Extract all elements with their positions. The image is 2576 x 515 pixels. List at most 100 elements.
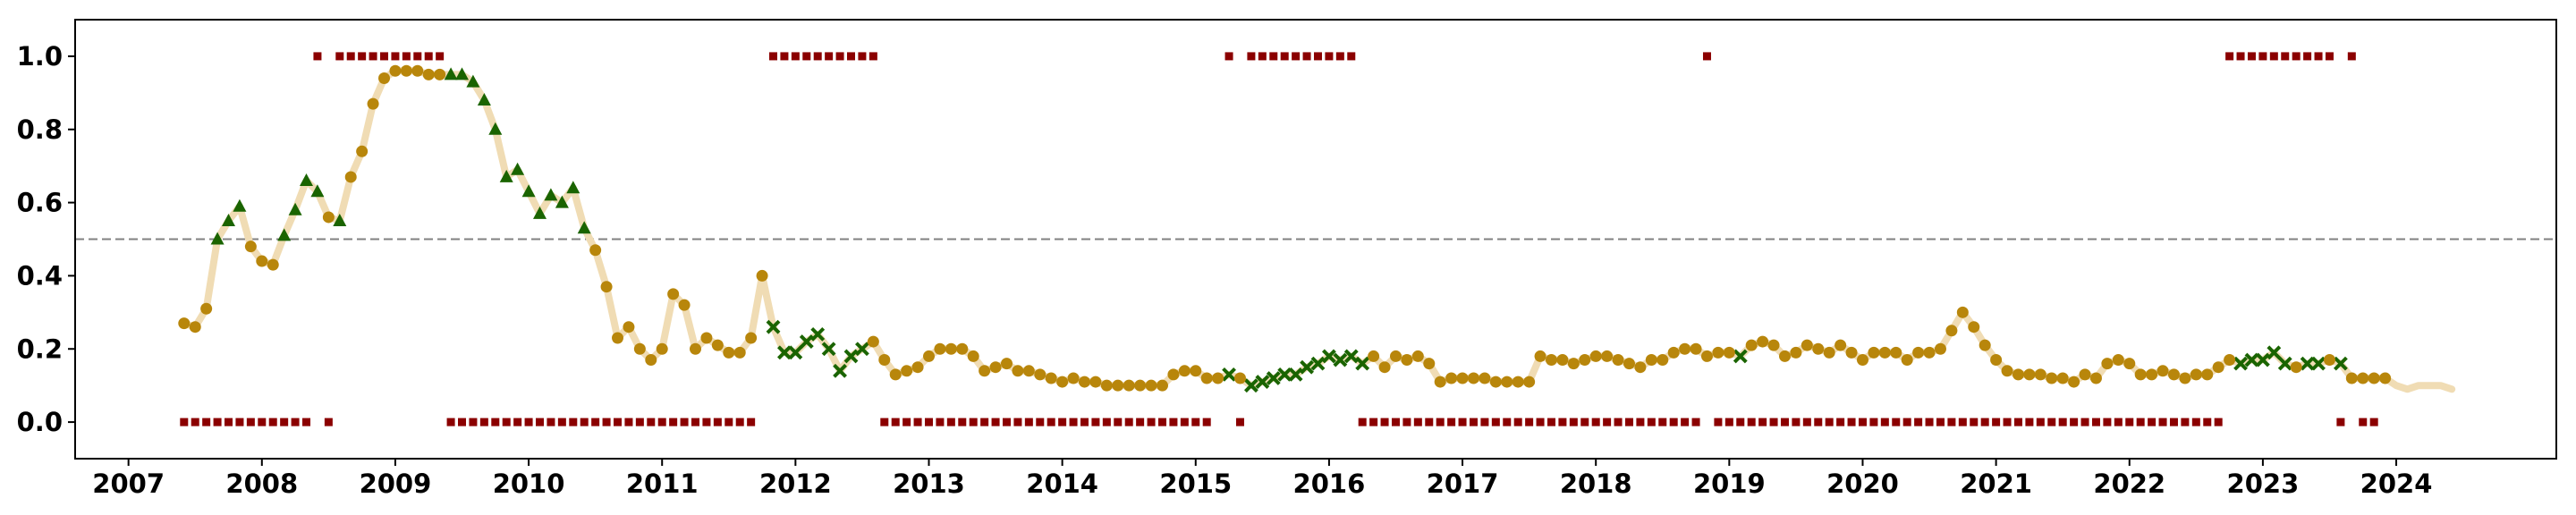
circle-point <box>344 171 357 183</box>
circle-point <box>2001 365 2013 377</box>
regime-square <box>1769 418 1778 426</box>
regime-square <box>1702 52 1711 61</box>
regime-square <box>1736 418 1745 426</box>
regime-square <box>1525 418 1534 426</box>
regime-square <box>602 418 611 426</box>
triangle-point <box>333 214 347 226</box>
regime-square <box>1892 418 1901 426</box>
triangle-point <box>566 181 580 194</box>
cross-point <box>2233 356 2248 371</box>
regime-square <box>1546 418 1555 426</box>
circle-point <box>2034 368 2046 381</box>
circle-point <box>633 342 646 355</box>
regime-square <box>2281 52 2290 61</box>
triangle-point <box>533 206 547 219</box>
circle-point <box>1912 346 1925 359</box>
circle-point <box>1667 346 1680 359</box>
regime-square <box>202 418 211 426</box>
regime-square <box>1992 418 2001 426</box>
regime-square <box>924 418 933 426</box>
circle-point <box>1190 365 1202 377</box>
regime-square <box>2314 52 2323 61</box>
regime-square <box>791 52 800 61</box>
x-tick-label: 2009 <box>360 469 432 499</box>
circle-point <box>256 255 268 267</box>
regime-square <box>1569 418 1578 426</box>
regime-square <box>2181 418 2190 426</box>
regime-square <box>369 52 377 61</box>
regime-square <box>1624 418 1633 426</box>
triangle-point <box>511 162 525 175</box>
y-tick-label: 0.0 <box>17 407 63 437</box>
circle-point <box>1512 376 1524 388</box>
regime-square <box>1958 418 1967 426</box>
triangle-point <box>233 198 247 212</box>
circle-point <box>2068 376 2080 388</box>
regime-square <box>735 418 744 426</box>
regime-square <box>891 418 900 426</box>
circle-point <box>1700 350 1713 362</box>
circle-point <box>1212 372 1224 384</box>
regime-square <box>2336 418 2345 426</box>
regime-square <box>2070 418 2079 426</box>
regime-square <box>1925 418 1934 426</box>
circle-point <box>1411 350 1424 362</box>
cross-point <box>833 363 847 378</box>
cross-point <box>1333 352 1348 367</box>
regime-square <box>858 52 867 61</box>
circle-point <box>2224 354 2236 367</box>
regime-square <box>2292 52 2301 61</box>
circle-point <box>2112 354 2124 367</box>
regime-square <box>702 418 711 426</box>
x-tick-label: 2012 <box>759 469 832 499</box>
circle-point <box>1657 354 1669 367</box>
circle-point <box>934 342 946 355</box>
regime-square <box>1191 418 1200 426</box>
circle-point <box>1368 350 1380 362</box>
circle-point <box>745 332 758 344</box>
x-tick-label: 2015 <box>1159 469 1232 499</box>
regime-square <box>1224 52 1233 61</box>
cross-point <box>843 349 859 364</box>
circle-point <box>378 72 391 84</box>
circle-point <box>400 64 412 77</box>
circle-point <box>889 368 902 381</box>
regime-square <box>1614 418 1623 426</box>
cross-point <box>1343 349 1359 364</box>
circle-point <box>2056 372 2069 384</box>
x-tick-label: 2017 <box>1427 469 1499 499</box>
triangle-point <box>521 184 536 198</box>
circle-point <box>2345 372 2358 384</box>
circle-point <box>1545 354 1557 367</box>
regime-square <box>936 418 945 426</box>
circle-point <box>2212 361 2224 374</box>
regime-square <box>335 52 344 61</box>
circle-point <box>2101 358 2114 370</box>
regime-square <box>2136 418 2145 426</box>
triangle-point <box>444 67 458 80</box>
regime-square <box>1235 418 1244 426</box>
cross-point <box>2300 356 2315 371</box>
regime-square <box>469 418 478 426</box>
regime-square <box>2369 418 2378 426</box>
regime-square <box>424 52 433 61</box>
regime-square <box>536 418 545 426</box>
cross-point <box>1300 359 1314 375</box>
regime-square <box>1669 418 1678 426</box>
regime-square <box>1658 418 1667 426</box>
circle-point <box>1890 346 1902 359</box>
regime-square <box>1169 418 1178 426</box>
regime-square <box>1157 418 1166 426</box>
regime-square <box>1858 418 1867 426</box>
regime-square <box>913 418 922 426</box>
circle-point <box>1923 346 1936 359</box>
regime-square <box>1313 52 1322 61</box>
regime-square <box>1147 418 1156 426</box>
regime-square <box>391 52 400 61</box>
circle-point <box>1945 325 1958 337</box>
regime-square <box>346 52 355 61</box>
circle-point <box>178 317 191 330</box>
regime-square <box>1136 418 1145 426</box>
triangle-point <box>466 74 480 88</box>
